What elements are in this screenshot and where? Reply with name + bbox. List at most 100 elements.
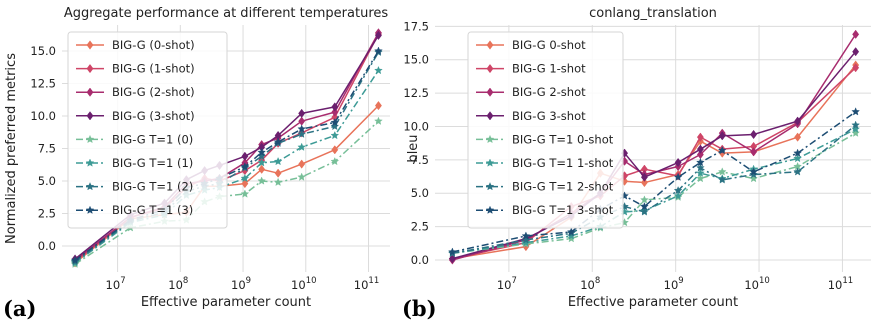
legend-marker	[485, 205, 495, 214]
legend-marker	[85, 134, 95, 144]
data-point	[330, 121, 340, 131]
data-point	[240, 173, 250, 183]
series-line	[452, 124, 857, 255]
data-point	[258, 164, 266, 174]
data-point	[717, 145, 727, 155]
x-tick-exponent: 9	[678, 276, 683, 286]
series-line	[452, 111, 857, 253]
data-point	[750, 147, 758, 157]
data-point	[566, 231, 576, 240]
data-point	[448, 247, 457, 256]
data-point	[273, 137, 283, 146]
legend-marker	[85, 205, 95, 214]
data-point	[696, 157, 705, 167]
data-point	[257, 158, 266, 167]
data-point	[851, 124, 860, 133]
data-point	[696, 168, 705, 177]
data-point	[793, 148, 802, 157]
data-point	[521, 235, 531, 244]
legend-label: BIG-G T=1 (2)	[112, 180, 193, 194]
legend-b: BIG-G 0-shot BIG-G 1-shot BIG-G 2-shot BIG-…	[467, 31, 624, 229]
data-point	[331, 102, 339, 112]
legend-entry: BIG-G T=1 0-shot	[476, 132, 614, 146]
legend-entry: BIG-G (2-shot)	[76, 85, 195, 99]
data-point	[640, 195, 649, 204]
data-point	[640, 172, 648, 182]
x-tick-label: 1010	[744, 276, 769, 292]
y-tick-label: 5.0	[38, 174, 56, 188]
data-point	[566, 227, 576, 236]
x-tick-label: 107	[497, 276, 517, 292]
data-point	[257, 176, 266, 185]
legend-label: BIG-G T=1 2-shot	[512, 180, 614, 194]
x-ticks-b: 107 108 109 1010 1011	[497, 276, 853, 292]
data-point	[297, 124, 306, 133]
legend-entry: BIG-G T=1 (2)	[76, 180, 193, 194]
x-tick-label: 109	[664, 276, 684, 292]
data-point	[696, 132, 704, 142]
x-tick-base: 10	[231, 278, 246, 292]
data-point	[273, 177, 283, 186]
y-tick-label: 10.0	[30, 109, 56, 123]
x-tick-label: 1010	[291, 276, 316, 292]
legend-label: BIG-G 2-shot	[512, 85, 586, 99]
y-tick-label: 7.5	[411, 153, 429, 167]
x-tick-label: 107	[106, 276, 126, 292]
x-tick-label: 1011	[354, 276, 379, 292]
x-tick-base: 10	[664, 278, 679, 292]
legend-marker	[86, 111, 94, 121]
data-point	[273, 156, 283, 166]
data-point	[793, 153, 802, 163]
legend-marker	[85, 182, 95, 191]
data-point	[70, 255, 80, 264]
panel-b: 107 108 109 1010 1011 0.02.55.07.510.012.515…	[402, 6, 871, 321]
data-point	[241, 151, 249, 161]
data-point	[749, 174, 758, 183]
y-ticks-b: 0.0 2.5 5.0 7.5 10.0 12.5 15.0 17.5	[403, 19, 429, 267]
legend-entry: BIG-G T=1 1-shot	[476, 156, 614, 170]
legend-entry: BIG-G 2-shot	[476, 85, 586, 99]
x-tick-base: 10	[828, 278, 843, 292]
data-point	[241, 178, 249, 189]
legend-entry: BIG-G (0-shot)	[76, 38, 195, 52]
x-tick-label: 1011	[828, 276, 853, 292]
data-point	[696, 174, 705, 183]
data-point	[673, 172, 683, 181]
x-ticks-a: 107 108 109 1010 1011	[106, 276, 380, 292]
x-tick-base: 10	[291, 278, 306, 292]
series-line	[74, 50, 380, 261]
x-tick-base: 10	[106, 278, 121, 292]
x-tick-exponent: 11	[842, 276, 853, 286]
y-tick-label: 12.5	[403, 86, 429, 100]
data-point	[794, 116, 802, 126]
legend-entry: BIG-G T=1 (1)	[76, 156, 193, 170]
data-point	[696, 163, 705, 172]
data-point	[257, 147, 266, 157]
data-point	[674, 157, 682, 168]
legend-entry: BIG-G T=1 2-shot	[476, 180, 614, 194]
data-point	[297, 129, 306, 138]
data-point	[673, 186, 683, 195]
data-point	[852, 47, 860, 57]
panel-label-b: (b)	[402, 296, 437, 321]
data-point	[640, 207, 649, 216]
x-tick-label: 109	[231, 276, 251, 292]
legend-label: BIG-G (0-shot)	[112, 38, 195, 52]
legend-marker	[85, 158, 95, 167]
y-tick-label: 7.5	[38, 142, 56, 156]
data-point	[749, 167, 758, 176]
legend-entry: BIG-G 0-shot	[476, 38, 586, 52]
x-tick-exponent: 10	[306, 276, 317, 286]
legend-box	[467, 31, 624, 229]
legend-marker	[486, 40, 494, 50]
data-point	[851, 107, 860, 116]
legend-marker	[486, 63, 494, 74]
x-tick-base: 10	[744, 278, 759, 292]
chart-title-a: Aggregate performance at different tempe…	[64, 6, 389, 21]
legend-label: BIG-G (3-shot)	[112, 109, 195, 123]
data-point	[673, 191, 683, 200]
y-tick-label: 12.5	[30, 77, 56, 91]
series-6	[448, 120, 860, 257]
legend-label: BIG-G T=1 (1)	[112, 156, 193, 170]
